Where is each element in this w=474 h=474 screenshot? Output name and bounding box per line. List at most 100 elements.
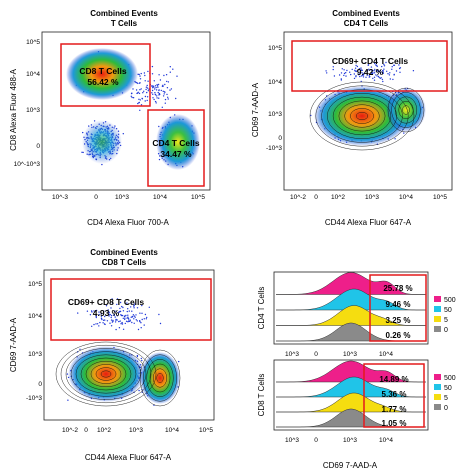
y-axis-label: CD8 Alexa Fluor 488-A bbox=[9, 68, 18, 150]
x-tick-label: 10^4 bbox=[379, 351, 393, 358]
event-dot bbox=[147, 90, 149, 92]
event-dot bbox=[148, 306, 150, 308]
event-dot bbox=[122, 317, 125, 319]
event-dot bbox=[325, 70, 327, 72]
x-axis-label: CD4 Alexa Fluor 700-A bbox=[87, 218, 169, 227]
event-dot bbox=[93, 120, 96, 122]
density-cluster-dn bbox=[82, 120, 122, 164]
event-dot bbox=[158, 89, 160, 92]
event-dot bbox=[103, 323, 106, 325]
event-dot bbox=[77, 312, 79, 314]
x-tick-label: 10^4 bbox=[379, 437, 393, 444]
event-dot bbox=[165, 74, 168, 76]
event-dot bbox=[160, 89, 162, 92]
x-tick-label: 0 bbox=[94, 194, 98, 201]
event-dot bbox=[169, 89, 171, 91]
event-dot bbox=[125, 320, 128, 322]
event-dot bbox=[382, 80, 384, 83]
event-dot bbox=[127, 308, 129, 310]
event-dot bbox=[139, 109, 141, 112]
y-tick-label: 0 bbox=[278, 135, 282, 142]
event-dot bbox=[383, 68, 385, 70]
event-dot bbox=[349, 71, 351, 73]
event-dot bbox=[130, 92, 133, 95]
event-dot bbox=[340, 79, 342, 81]
event-dot bbox=[101, 163, 103, 166]
legend-label: 500 bbox=[444, 375, 456, 382]
plot-frame bbox=[41, 31, 211, 191]
gate-label: CD69+ CD4 T Cells bbox=[332, 56, 409, 66]
event-dot bbox=[143, 318, 145, 320]
event-dot bbox=[145, 86, 148, 88]
event-dot bbox=[133, 322, 135, 324]
event-dot bbox=[158, 313, 160, 316]
event-dot bbox=[130, 95, 132, 98]
event-dot bbox=[102, 322, 104, 324]
event-dot bbox=[145, 318, 147, 320]
panel-t-cells: Combined Events T Cells CD8 T Cells 56.4… bbox=[9, 9, 211, 227]
gate-cd8-t-cells[interactable] bbox=[60, 43, 151, 107]
event-dot bbox=[99, 321, 101, 324]
event-dot bbox=[142, 92, 144, 94]
event-dot bbox=[351, 68, 353, 71]
y-tick-label: 10^4 bbox=[28, 313, 42, 320]
x-tick-label: 10^5 bbox=[199, 427, 213, 434]
event-dot bbox=[139, 320, 141, 323]
x-tick-label: 10^4 bbox=[165, 427, 179, 434]
event-dot bbox=[146, 87, 149, 89]
histogram-percents-cd4: 25.78 % 9.46 % 3.25 % 0.26 % bbox=[383, 284, 412, 340]
event-dot bbox=[130, 316, 132, 318]
event-dot bbox=[155, 89, 158, 91]
histogram-percent: 25.78 % bbox=[383, 284, 412, 293]
x-tick-labels: 10^-2 0 10^2 10^3 10^4 10^5 bbox=[62, 427, 213, 434]
event-dot bbox=[136, 354, 139, 357]
x-tick-label: 10^5 bbox=[191, 194, 205, 201]
event-dot bbox=[140, 327, 142, 329]
event-dot bbox=[122, 306, 124, 309]
y-axis-label-cd8: CD8 T Cells bbox=[257, 374, 266, 417]
event-dot bbox=[167, 98, 169, 100]
event-dot bbox=[163, 74, 165, 77]
event-dot bbox=[106, 320, 109, 322]
x-tick-label: 10^3 bbox=[285, 351, 299, 358]
event-dot bbox=[155, 86, 157, 89]
event-dot bbox=[139, 312, 141, 314]
event-dot bbox=[96, 323, 99, 325]
event-dot bbox=[167, 81, 170, 83]
event-dot bbox=[147, 80, 149, 82]
event-dot bbox=[136, 307, 139, 309]
event-dot bbox=[122, 310, 125, 312]
histogram-percent: 5.36 % bbox=[382, 390, 407, 399]
panel-histograms: 25.78 % 9.46 % 3.25 % 0.26 % 14.89 % 5.3… bbox=[257, 271, 456, 470]
event-dot bbox=[124, 318, 126, 321]
gate-cd69-cd8[interactable] bbox=[50, 278, 212, 341]
legend-swatch bbox=[434, 384, 441, 390]
gate-cd4-t-cells[interactable] bbox=[147, 109, 205, 187]
event-dot bbox=[146, 99, 148, 102]
event-dot bbox=[157, 86, 159, 88]
histogram-percent: 1.05 % bbox=[382, 419, 407, 428]
event-dot bbox=[82, 131, 84, 134]
event-dot bbox=[124, 317, 126, 319]
event-dot bbox=[379, 77, 381, 80]
event-dot bbox=[381, 78, 384, 81]
event-dot bbox=[141, 359, 143, 362]
y-tick-label: -10^3 bbox=[266, 145, 282, 152]
y-tick-label: 10^3 bbox=[26, 107, 40, 114]
event-dot bbox=[111, 321, 114, 323]
plot-frame bbox=[43, 269, 215, 421]
event-dot bbox=[144, 95, 147, 98]
event-dot bbox=[175, 97, 177, 100]
event-dot bbox=[126, 310, 128, 313]
legend-label: 0 bbox=[444, 327, 448, 334]
event-dot bbox=[98, 325, 100, 327]
event-dot bbox=[118, 320, 120, 323]
x-tick-label: 10^3 bbox=[129, 427, 143, 434]
event-dot bbox=[153, 80, 155, 82]
event-dot bbox=[158, 158, 161, 161]
gate-cd69-cd4[interactable] bbox=[291, 40, 448, 92]
legend-swatch bbox=[434, 296, 441, 302]
legend-swatch bbox=[434, 316, 441, 322]
event-dot bbox=[110, 319, 113, 321]
